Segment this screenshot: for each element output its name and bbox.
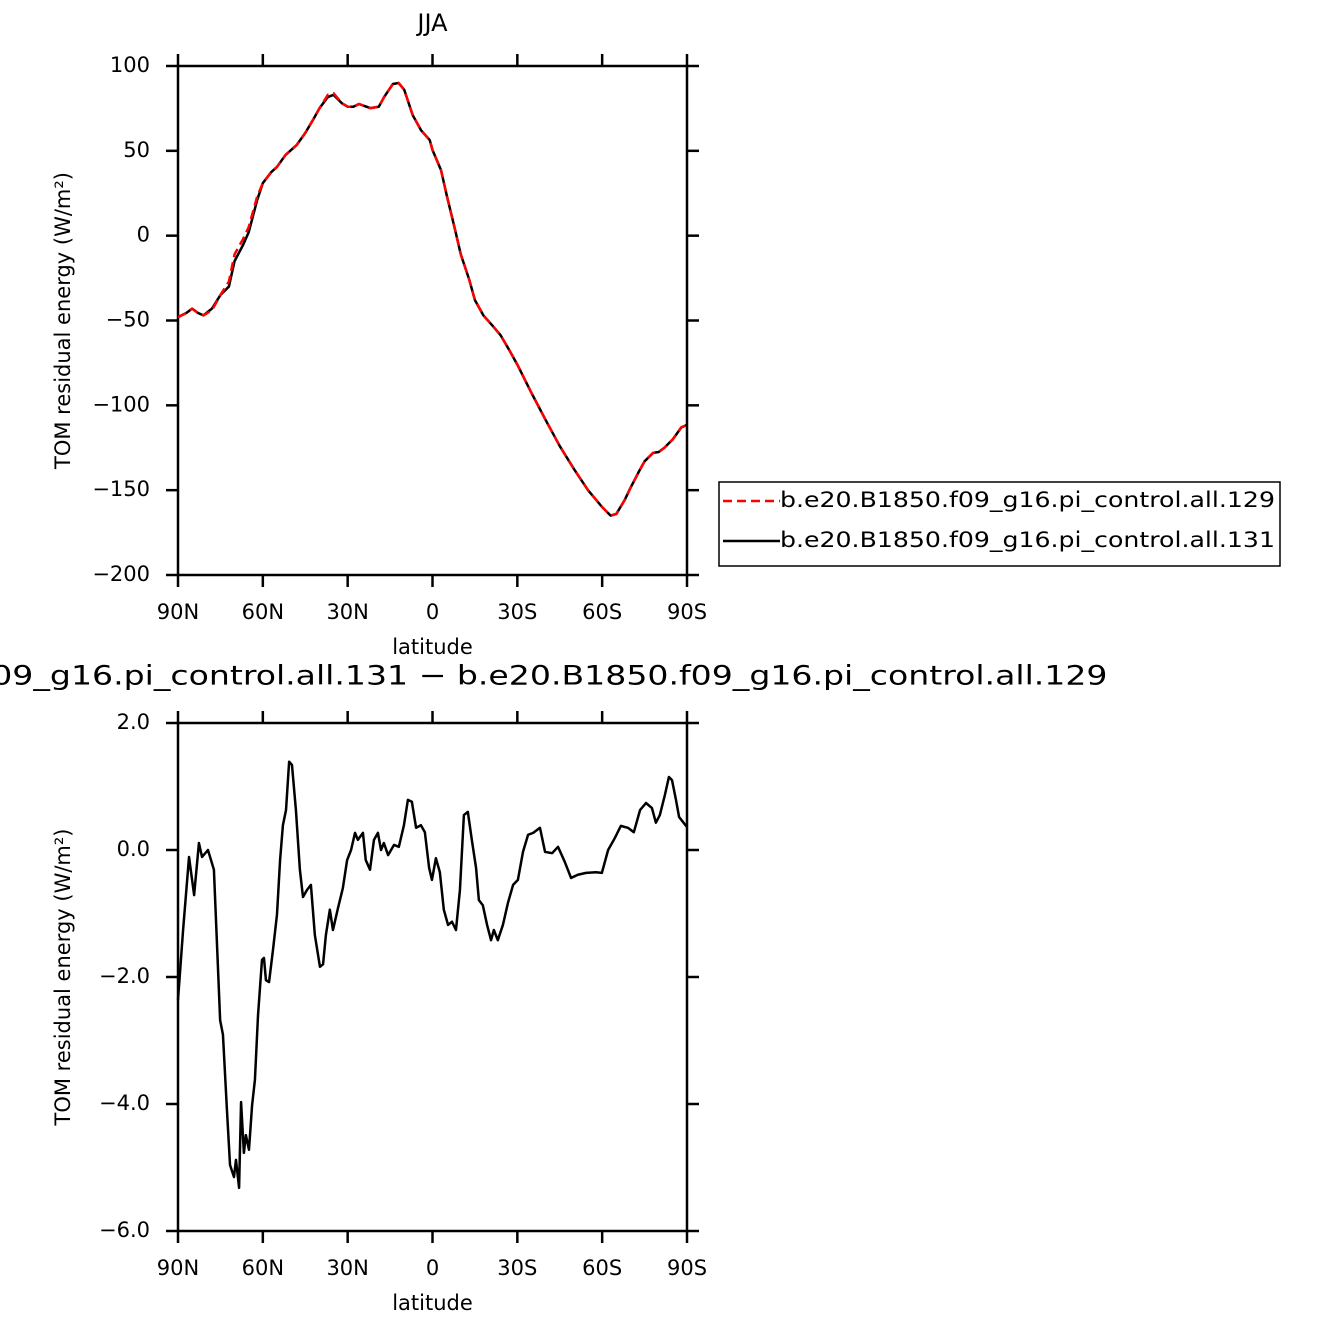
x-tick-label: 60S (582, 600, 622, 624)
y-tick-label: −50 (106, 308, 150, 332)
legend-label: b.e20.B1850.f09_g16.pi_control.all.129 (780, 488, 1275, 513)
data-line (177, 81, 688, 517)
y-tick-label: 0.0 (117, 837, 150, 861)
y-tick-label: −4.0 (99, 1091, 150, 1115)
plot-frame (176, 721, 689, 1233)
x-tick-label: 60S (582, 1256, 622, 1280)
y-tick-label: −200 (92, 562, 150, 586)
legend-label: b.e20.B1850.f09_g16.pi_control.all.131 (780, 528, 1275, 553)
x-tick-label: 30S (497, 600, 537, 624)
y-tick-label: −2.0 (99, 964, 150, 988)
x-tick-label: 90N (157, 600, 199, 624)
x-tick-label: 30S (497, 1256, 537, 1280)
x-tick-label: 0 (426, 1256, 439, 1280)
legend-box (718, 481, 1281, 567)
y-tick-label: 100 (110, 53, 150, 77)
x-tick-label: 90N (157, 1256, 199, 1280)
y-tick-label: 2.0 (117, 710, 150, 734)
x-tick-label: 30N (326, 600, 368, 624)
plot-frame (176, 64, 689, 577)
chart-title: b.e20.B1850.f09_g16.pi_control.all.131 −… (0, 661, 1108, 692)
y-tick-label: −150 (92, 477, 150, 501)
x-tick-label: 90S (667, 1256, 707, 1280)
y-tick-label: −100 (92, 392, 150, 416)
y-axis-label: TOM residual energy (W/m²) (51, 172, 75, 470)
y-tick-label: −6.0 (99, 1218, 150, 1242)
x-tick-label: 0 (426, 600, 439, 624)
y-tick-label: 50 (123, 138, 150, 162)
x-tick-label: 60N (242, 600, 284, 624)
x-tick-label: 60N (242, 1256, 284, 1280)
y-axis-label: TOM residual energy (W/m²) (51, 829, 75, 1127)
x-axis-label: latitude (392, 635, 473, 659)
x-tick-label: 90S (667, 600, 707, 624)
x-axis-label: latitude (392, 1291, 473, 1315)
data-line (176, 760, 688, 1190)
x-tick-label: 30N (326, 1256, 368, 1280)
y-tick-label: 0 (137, 223, 150, 247)
chart-title: JJA (415, 9, 448, 37)
